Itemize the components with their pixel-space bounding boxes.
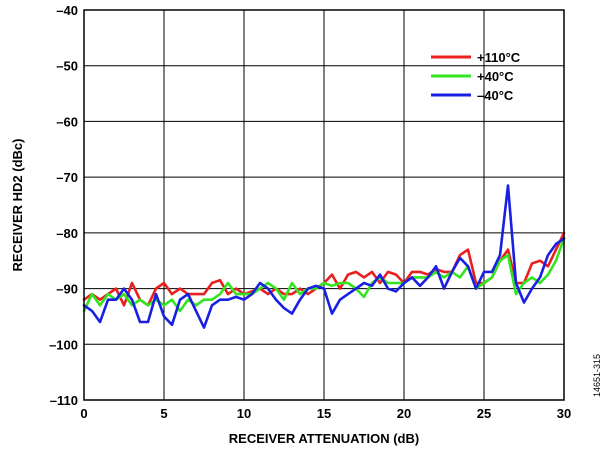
legend-label: +110°C: [477, 50, 521, 65]
plot-frame: [83, 9, 565, 401]
legend: +110°C +40°C –40°C: [431, 50, 521, 103]
y-tick-label: –50: [56, 59, 78, 74]
y-tick-labels: –40 –50 –60 –70 –80 –90 –100 –110: [49, 3, 78, 408]
x-tick-label: 0: [80, 406, 87, 421]
y-tick-label: –70: [56, 170, 78, 185]
series-layer: [82, 184, 566, 329]
series-line-2: [82, 184, 566, 329]
y-axis-label: RECEIVER HD2 (dBc): [10, 139, 25, 272]
legend-label: –40°C: [477, 88, 514, 103]
x-axis-label: RECEIVER ATTENUATION (dB): [229, 431, 419, 446]
y-tick-label: –100: [49, 337, 78, 352]
x-tick-labels: 0 5 10 15 20 25 30: [80, 406, 571, 421]
x-tick-label: 5: [160, 406, 167, 421]
y-tick-label: –110: [50, 393, 78, 408]
y-tick-label: –90: [56, 282, 78, 297]
legend-label: +40°C: [477, 69, 514, 84]
y-tick-label: –60: [56, 114, 78, 129]
y-tick-label: –40: [56, 3, 78, 18]
series-line-1: [82, 237, 566, 313]
x-tick-label: 30: [557, 406, 571, 421]
grid: [84, 10, 564, 400]
y-tick-label: –80: [56, 226, 78, 241]
x-tick-label: 10: [237, 406, 251, 421]
x-tick-label: 20: [397, 406, 411, 421]
x-tick-label: 15: [317, 406, 331, 421]
x-tick-label: 25: [477, 406, 491, 421]
figure-id: 14651-315: [592, 354, 602, 397]
